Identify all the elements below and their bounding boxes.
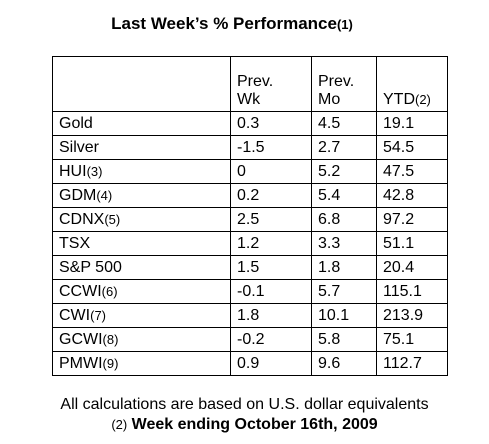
ytd-cell: 75.1 <box>376 327 448 352</box>
prev-wk-cell: -0.1 <box>230 279 312 304</box>
row-footnote-marker: (7) <box>90 307 106 323</box>
footer-line2: (2) Week ending October 16th, 2009 <box>0 415 489 435</box>
header-ytd-footnote: (2) <box>415 92 431 107</box>
header-cell-prev-wk: Prev. Wk <box>230 56 312 112</box>
prev-mo-cell: 9.6 <box>311 351 377 376</box>
table-row: CCWI(6) -0.1 5.7 115.1 <box>52 279 448 304</box>
ytd-cell: 112.7 <box>376 351 448 376</box>
ytd-cell: 20.4 <box>376 255 448 280</box>
table-row: Gold 0.3 4.5 19.1 <box>52 111 448 136</box>
table-row: GCWI(8) -0.2 5.8 75.1 <box>52 327 448 352</box>
row-name-cell: GDM(4) <box>52 183 231 208</box>
ytd-cell: 115.1 <box>376 279 448 304</box>
row-name: CDNX <box>59 210 105 228</box>
table-row: S&P 500 1.5 1.8 20.4 <box>52 255 448 280</box>
prev-mo-cell: 5.8 <box>311 327 377 352</box>
ytd-cell: 97.2 <box>376 207 448 232</box>
footer-line1: All calculations are based on U.S. dolla… <box>60 396 429 413</box>
prev-wk-cell: -1.5 <box>230 135 312 160</box>
prev-wk-cell: 0 <box>230 159 312 184</box>
performance-table: Prev. Wk Prev. Mo YTD(2) Gold 0.3 4.5 19.1 S… <box>52 56 448 376</box>
table-row: Silver -1.5 2.7 54.5 <box>52 135 448 160</box>
prev-wk-cell: 1.5 <box>230 255 312 280</box>
ytd-cell: 54.5 <box>376 135 448 160</box>
table-row: PMWI(9) 0.9 9.6 112.7 <box>52 351 448 376</box>
footer-footnote-marker: (2) <box>111 417 128 432</box>
prev-wk-cell: 1.8 <box>230 303 312 328</box>
prev-wk-cell: 1.2 <box>230 231 312 256</box>
prev-mo-cell: 10.1 <box>311 303 377 328</box>
prev-mo-cell: 6.8 <box>311 207 377 232</box>
footer-week-ending: Week ending October 16th, 2009 <box>131 416 378 433</box>
table-row: GDM(4) 0.2 5.4 42.8 <box>52 183 448 208</box>
row-footnote-marker: (3) <box>86 163 103 179</box>
row-footnote-marker: (4) <box>96 187 113 203</box>
row-name-cell: CWI(7) <box>52 303 231 328</box>
row-name-cell: Silver <box>52 135 231 160</box>
prev-mo-cell: 1.8 <box>311 255 377 280</box>
row-name-cell: TSX <box>52 231 231 256</box>
prev-mo-cell: 4.5 <box>311 111 377 136</box>
header-prev-wk-line1: Prev. <box>237 73 274 90</box>
row-name-cell: HUI(3) <box>52 159 231 184</box>
row-footnote-marker: (8) <box>102 331 119 347</box>
row-name: PMWI <box>59 354 103 372</box>
table-header-row: Prev. Wk Prev. Mo YTD(2) <box>52 56 448 112</box>
row-name: TSX <box>59 234 91 252</box>
row-name-cell: CDNX(5) <box>52 207 231 232</box>
ytd-cell: 42.8 <box>376 183 448 208</box>
header-ytd-label: YTD <box>383 91 415 108</box>
row-footnote-marker: (9) <box>102 355 119 371</box>
prev-wk-cell: -0.2 <box>230 327 312 352</box>
row-name: GDM <box>59 186 97 204</box>
title-text: Last Week’s % Performance <box>111 14 337 33</box>
row-name: CWI <box>59 306 91 324</box>
header-prev-mo-line1: Prev. <box>318 73 355 90</box>
table-row: HUI(3) 0 5.2 47.5 <box>52 159 448 184</box>
row-name: HUI <box>59 162 87 180</box>
row-name-cell: CCWI(6) <box>52 279 231 304</box>
title-footnote-marker: (1) <box>336 17 353 32</box>
table-row: CWI(7) 1.8 10.1 213.9 <box>52 303 448 328</box>
header-prev-mo-line2: Mo <box>318 91 341 108</box>
ytd-cell: 47.5 <box>376 159 448 184</box>
prev-mo-cell: 5.2 <box>311 159 377 184</box>
header-cell-prev-mo: Prev. Mo <box>311 56 377 112</box>
row-name: CCWI <box>59 282 102 300</box>
row-name-cell: PMWI(9) <box>52 351 231 376</box>
ytd-cell: 213.9 <box>376 303 448 328</box>
prev-wk-cell: 0.9 <box>230 351 312 376</box>
header-cell-ytd: YTD(2) <box>376 56 448 112</box>
row-footnote-marker: (6) <box>101 283 118 299</box>
row-name: Silver <box>59 138 100 156</box>
row-name: GCWI <box>59 330 103 348</box>
prev-wk-cell: 2.5 <box>230 207 312 232</box>
ytd-cell: 19.1 <box>376 111 448 136</box>
row-name: S&P 500 <box>59 258 122 276</box>
prev-wk-cell: 0.2 <box>230 183 312 208</box>
prev-mo-cell: 5.7 <box>311 279 377 304</box>
page-title: Last Week’s % Performance(1) <box>0 14 464 34</box>
row-footnote-marker: (5) <box>104 211 121 227</box>
row-name-cell: GCWI(8) <box>52 327 231 352</box>
prev-mo-cell: 5.4 <box>311 183 377 208</box>
ytd-cell: 51.1 <box>376 231 448 256</box>
prev-mo-cell: 2.7 <box>311 135 377 160</box>
prev-mo-cell: 3.3 <box>311 231 377 256</box>
header-cell-name <box>52 56 231 112</box>
row-name: Gold <box>59 114 93 132</box>
table-row: CDNX(5) 2.5 6.8 97.2 <box>52 207 448 232</box>
prev-wk-cell: 0.3 <box>230 111 312 136</box>
table-row: TSX 1.2 3.3 51.1 <box>52 231 448 256</box>
row-name-cell: Gold <box>52 111 231 136</box>
header-prev-wk-line2: Wk <box>237 91 261 108</box>
footer: All calculations are based on U.S. dolla… <box>0 395 489 435</box>
row-name-cell: S&P 500 <box>52 255 231 280</box>
